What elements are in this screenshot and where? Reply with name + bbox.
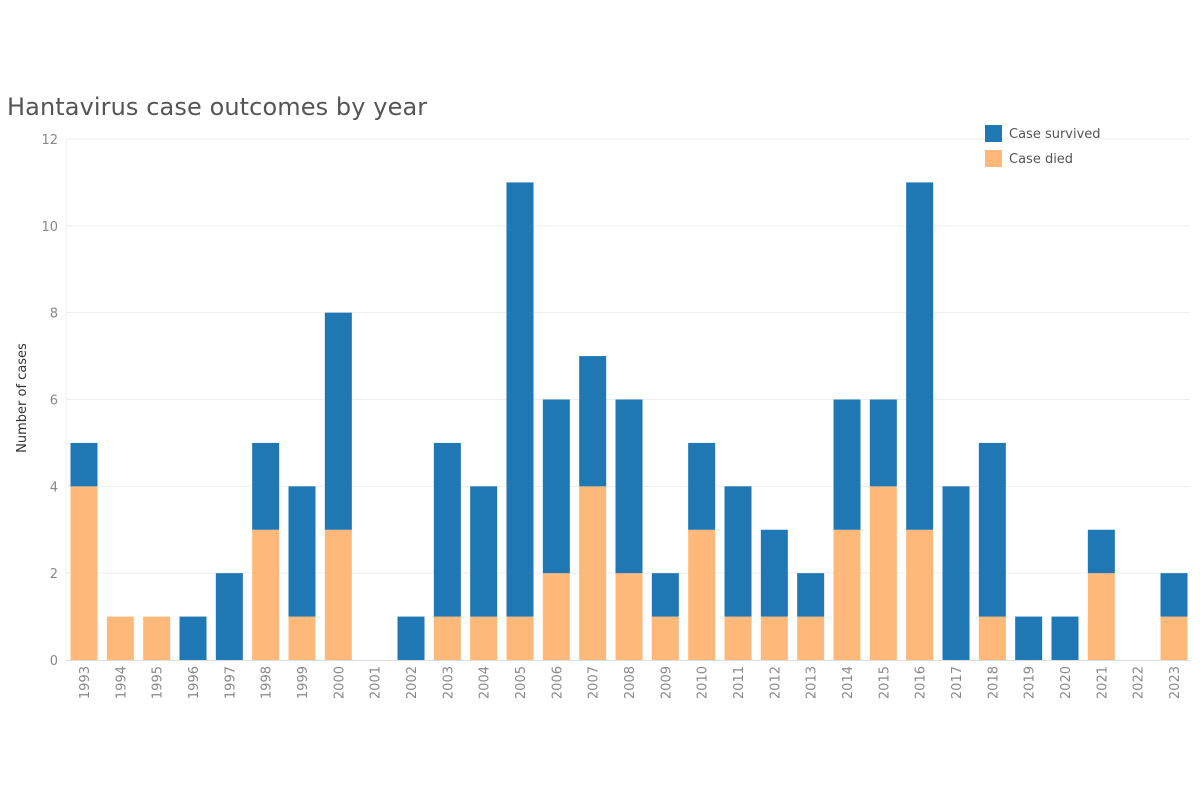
- x-tick-label: 2023: [1168, 666, 1183, 699]
- bar-case-died-2016: [906, 529, 934, 660]
- x-tick-label: 2019: [1023, 666, 1038, 699]
- x-tick-label: 2016: [914, 666, 929, 699]
- bar-case-survived-2002: [397, 616, 425, 660]
- bar-case-died-2015: [869, 486, 897, 660]
- x-tick-label: 1993: [78, 666, 93, 699]
- x-tick-label: 2006: [550, 666, 565, 699]
- legend-label: Case survived: [1009, 127, 1101, 142]
- y-tick-label: 4: [50, 480, 58, 495]
- x-tick-label: 2022: [1132, 666, 1147, 699]
- legend-swatch: [985, 125, 1002, 142]
- y-axis-label: Number of cases: [15, 343, 30, 453]
- bar-case-died-2014: [833, 529, 861, 660]
- bar-case-survived-2016: [906, 182, 934, 530]
- bar-case-died-2003: [433, 616, 461, 660]
- bar-case-survived-2021: [1087, 529, 1115, 574]
- bar-case-died-1994: [106, 616, 134, 660]
- bar-case-survived-1998: [252, 442, 280, 530]
- x-tick-label: 2000: [332, 666, 347, 699]
- y-axis-ticks: 0 2 4 6 8 10 12: [41, 133, 58, 669]
- legend: Case survived Case died: [985, 125, 1101, 167]
- x-tick-label: 2015: [877, 666, 892, 699]
- x-tick-label: 2007: [587, 666, 602, 699]
- y-tick-label: 12: [41, 133, 58, 148]
- x-tick-label: 2011: [732, 666, 747, 699]
- x-tick-label: 1995: [151, 666, 166, 699]
- bar-case-died-2021: [1087, 573, 1115, 660]
- bar-case-died-2000: [324, 529, 352, 660]
- bar-case-died-2010: [688, 529, 716, 660]
- bar-case-died-1999: [288, 616, 316, 660]
- bar-case-survived-2020: [1051, 616, 1079, 660]
- bar-case-survived-2015: [869, 399, 897, 487]
- bar-case-survived-2013: [797, 573, 825, 617]
- x-tick-label: 1998: [260, 666, 275, 699]
- bar-case-survived-2000: [324, 312, 352, 530]
- bar-case-died-2018: [978, 616, 1006, 660]
- x-tick-label: 2001: [369, 666, 384, 699]
- bar-case-survived-2011: [724, 486, 752, 617]
- y-tick-label: 8: [50, 307, 58, 322]
- x-tick-label: 1997: [223, 666, 238, 699]
- bar-case-died-2023: [1160, 616, 1188, 660]
- bar-case-survived-1999: [288, 486, 316, 617]
- bar-case-died-2007: [579, 486, 607, 660]
- bar-case-survived-2017: [942, 486, 970, 660]
- bar-case-survived-2009: [651, 573, 679, 617]
- legend-swatch: [985, 150, 1002, 167]
- y-tick-label: 2: [50, 567, 58, 582]
- bar-case-died-2006: [542, 573, 570, 660]
- bar-case-survived-2010: [688, 442, 716, 530]
- bar-case-survived-2008: [615, 399, 643, 574]
- bar-case-died-2012: [760, 616, 788, 660]
- x-tick-label: 2004: [478, 666, 493, 699]
- x-tick-label: 1996: [187, 666, 202, 699]
- y-tick-label: 10: [41, 220, 58, 235]
- bar-case-died-1998: [252, 529, 280, 660]
- legend-label: Case died: [1009, 152, 1073, 167]
- bar-case-died-2013: [797, 616, 825, 660]
- x-tick-label: 2013: [805, 666, 820, 699]
- bar-case-survived-2018: [978, 442, 1006, 617]
- x-tick-label: 2005: [514, 666, 529, 699]
- bar-case-died-2011: [724, 616, 752, 660]
- bar-case-survived-1996: [179, 616, 207, 660]
- x-tick-label: 1994: [114, 666, 129, 699]
- bar-case-survived-2023: [1160, 573, 1188, 617]
- bar-case-died-2004: [470, 616, 498, 660]
- bar-case-died-2009: [651, 616, 679, 660]
- x-tick-label: 2008: [623, 666, 638, 699]
- bar-case-survived-2003: [433, 442, 461, 617]
- bar-case-died-1993: [70, 486, 98, 660]
- bar-case-survived-2005: [506, 182, 534, 617]
- x-tick-label: 2009: [659, 666, 674, 699]
- bars: [70, 182, 1188, 660]
- x-tick-label: 2017: [950, 666, 965, 699]
- bar-case-survived-2019: [1015, 616, 1043, 660]
- bar-case-survived-2004: [470, 486, 498, 617]
- x-tick-label: 2021: [1095, 666, 1110, 699]
- bar-case-survived-2007: [579, 356, 607, 487]
- x-tick-label: 1999: [296, 666, 311, 699]
- x-tick-label: 2020: [1059, 666, 1074, 699]
- bar-case-died-1995: [143, 616, 171, 660]
- bar-case-survived-2012: [760, 529, 788, 617]
- x-tick-label: 2010: [696, 666, 711, 699]
- x-tick-label: 2014: [841, 666, 856, 699]
- y-tick-label: 0: [50, 654, 58, 669]
- bar-case-survived-1993: [70, 442, 98, 487]
- bar-case-died-2005: [506, 616, 534, 660]
- x-tick-label: 2018: [986, 666, 1001, 699]
- chart-title: Hantavirus case outcomes by year: [7, 93, 428, 121]
- x-axis-ticks: 1993 1994 1995 1996 1997 1998 1999 2000 2001 2002…: [78, 666, 1183, 699]
- bar-case-survived-2006: [542, 399, 570, 574]
- bar-case-survived-1997: [215, 573, 243, 660]
- x-tick-label: 2003: [441, 666, 456, 699]
- bar-case-died-2008: [615, 573, 643, 660]
- bar-case-survived-2014: [833, 399, 861, 530]
- x-tick-label: 2002: [405, 666, 420, 699]
- x-tick-label: 2012: [768, 666, 783, 699]
- y-tick-label: 6: [50, 394, 58, 409]
